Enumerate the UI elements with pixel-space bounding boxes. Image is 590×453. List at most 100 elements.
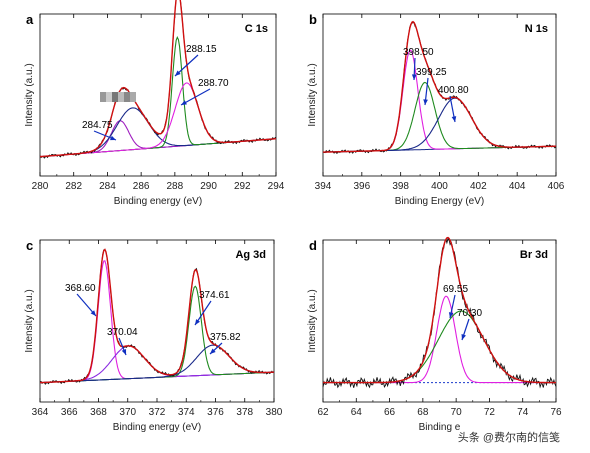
fit-component-4 (40, 344, 274, 384)
peak-annotation: 400.80 (438, 85, 469, 96)
fit-component-1 (39, 120, 277, 158)
x-tick-label: 370 (119, 407, 136, 418)
mosaic-block (106, 92, 112, 102)
blurred-mosaic (100, 92, 136, 102)
x-tick-label: 368 (90, 407, 107, 418)
arrow-head (423, 99, 428, 105)
panel-letter: d (309, 238, 317, 253)
x-tick-label: 364 (32, 407, 49, 418)
arrow-head (195, 319, 201, 325)
x-tick-label: 402 (470, 181, 487, 192)
fit-component-2 (323, 310, 556, 384)
x-tick-label: 68 (417, 407, 429, 418)
x-tick-label: 70 (451, 407, 463, 418)
x-tick-label: 282 (65, 181, 82, 192)
raw-spectrum (39, 249, 275, 385)
arrow-head (210, 348, 216, 354)
panel-a: 280 282 284 286 288 290 292 294 Binding energy (… (24, 0, 285, 207)
x-tick-label: 290 (200, 181, 217, 192)
fit-envelope (322, 20, 556, 153)
x-tick-label: 288 (167, 181, 184, 192)
x-tick-label: 366 (61, 407, 78, 418)
x-tick-label: 396 (353, 181, 370, 192)
panel-title: Ag 3d (235, 249, 266, 261)
x-tick-label: 400 (431, 181, 448, 192)
x-tick-label: 378 (236, 407, 253, 418)
arrow-head (110, 135, 116, 141)
peak-annotation: 374.61 (199, 290, 230, 301)
x-tick-label: 284 (99, 181, 116, 192)
mosaic-block (100, 92, 106, 102)
arrow-head (451, 116, 457, 122)
panel-letter: a (26, 12, 34, 27)
panel-c: 364 366 368 370 372 374 376 378 380 Binding energ… (24, 238, 283, 433)
peak-annotation: 398.50 (403, 47, 434, 58)
peak-annotation: 399.25 (416, 67, 447, 78)
x-tick-label: 394 (315, 181, 332, 192)
mosaic-block (112, 92, 118, 102)
watermark-text: 头条 @费尔南的信笺 (458, 430, 560, 444)
x-tick-label: 398 (392, 181, 409, 192)
fit-component-1 (323, 295, 556, 384)
fit-envelope (40, 248, 274, 384)
mosaic-block (130, 92, 136, 102)
peak-annotation: 368.60 (65, 283, 96, 294)
peak-annotation: 284.75 (82, 120, 113, 131)
panel-letter: b (309, 12, 317, 27)
arrow-head (461, 334, 466, 340)
x-tick-label: 404 (509, 181, 526, 192)
raw-spectrum (322, 237, 557, 389)
x-tick-label: 76 (550, 407, 562, 418)
y-axis-label: Intensity (a.u.) (307, 289, 318, 352)
y-axis-label: Intensity (a.u.) (24, 289, 35, 352)
arrow-head (181, 100, 187, 105)
fit-envelope (323, 236, 556, 384)
x-tick-label: 66 (384, 407, 396, 418)
x-axis-label: Binding energy (eV) (113, 422, 201, 433)
arrow-head (448, 312, 454, 318)
x-tick-label: 374 (178, 407, 195, 418)
mosaic-block (118, 92, 124, 102)
fit-component-2 (39, 107, 277, 158)
fit-component-1 (322, 49, 556, 153)
arrow-head (90, 310, 96, 316)
fit-component-3 (39, 36, 277, 158)
x-tick-label: 292 (234, 181, 251, 192)
x-tick-label: 380 (266, 407, 283, 418)
x-tick-label: 406 (548, 181, 565, 192)
x-axis-label: Binding Energy (eV) (395, 196, 485, 207)
fit-envelope (39, 0, 277, 158)
panel-title: Br 3d (520, 249, 548, 261)
peak-annotation: 288.70 (198, 78, 229, 89)
arrow-head (411, 74, 417, 80)
peak-annotation: 288.15 (186, 44, 217, 55)
x-tick-label: 280 (32, 181, 49, 192)
x-axis-label: Binding energy (eV) (114, 196, 202, 207)
arrow-head (175, 70, 181, 76)
fit-component-4 (39, 82, 277, 158)
raw-spectrum (39, 0, 277, 159)
panel-title: N 1s (525, 23, 548, 35)
x-tick-label: 74 (517, 407, 529, 418)
fit-component-1 (40, 260, 274, 384)
panel-title: C 1s (245, 23, 268, 35)
panel-b: 394 396 398 400 402 404 406 Binding Energy (eV)… (307, 12, 565, 207)
panel-d: 62 64 66 68 70 72 74 76 Binding e Intensity (a.u.… (307, 236, 562, 433)
panel-letter: c (26, 238, 33, 253)
x-tick-label: 294 (268, 181, 285, 192)
plot-frame (322, 239, 557, 403)
x-axis-label: Binding e (419, 422, 461, 433)
arrow-head (121, 349, 127, 355)
x-tick-label: 372 (149, 407, 166, 418)
plot-frame (39, 13, 277, 177)
peak-annotation: 370.04 (107, 327, 138, 338)
x-tick-label: 62 (317, 407, 329, 418)
x-tick-label: 64 (351, 407, 363, 418)
y-axis-label: Intensity (a.u.) (24, 63, 35, 126)
x-tick-label: 376 (207, 407, 224, 418)
peak-annotation: 70.30 (457, 308, 482, 319)
peak-annotation: 375.82 (210, 332, 241, 343)
y-axis-label: Intensity (a.u.) (307, 63, 318, 126)
mosaic-block (124, 92, 130, 102)
